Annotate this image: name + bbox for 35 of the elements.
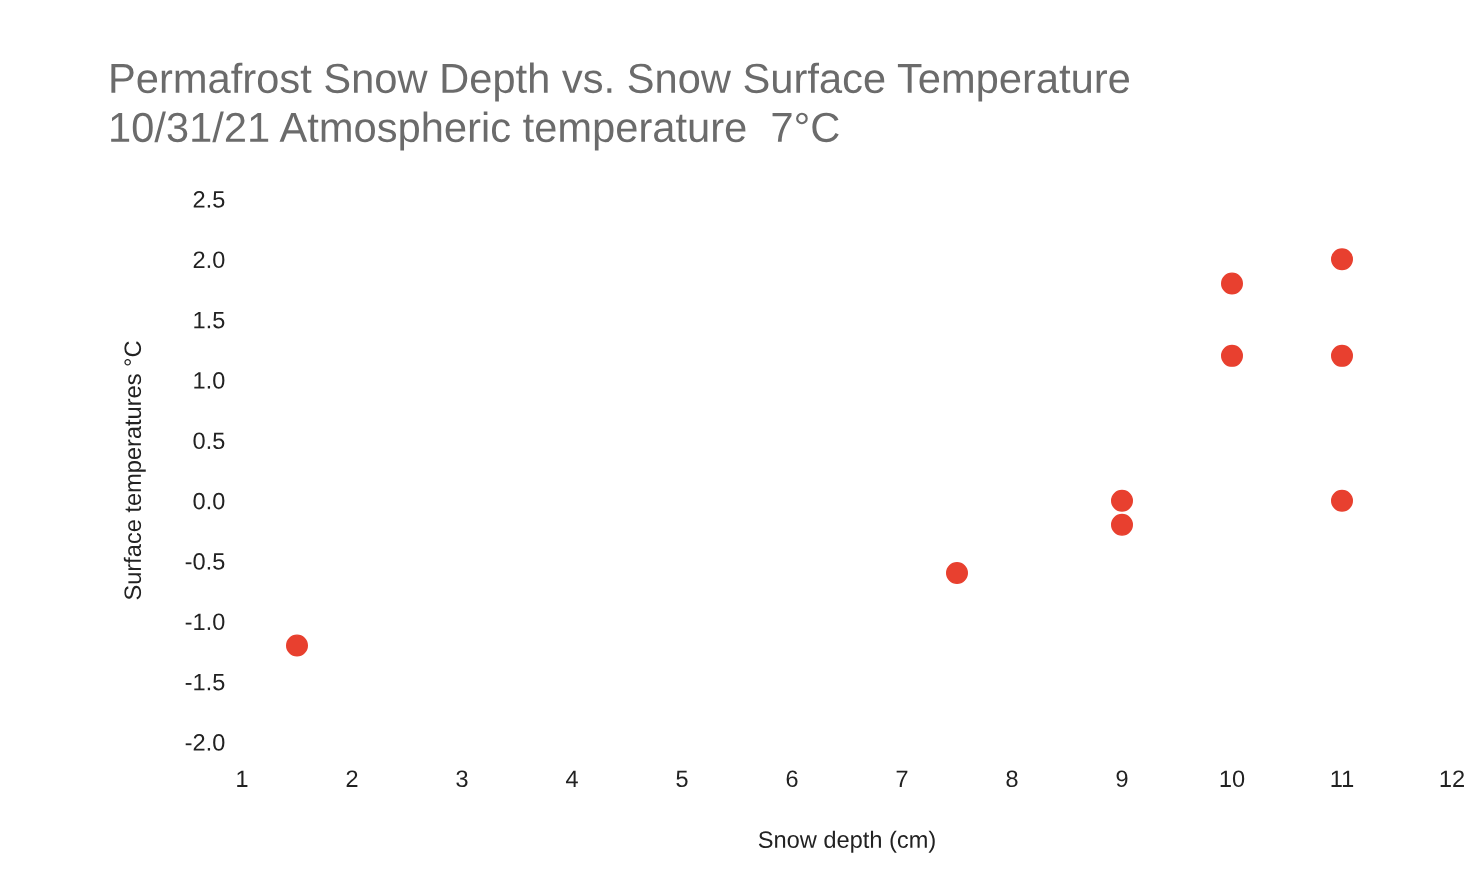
y-tick-label: 1.5: [194, 311, 225, 329]
chart-subtitle: 10/31/21 Atmospheric temperature 7°C: [111, 111, 839, 151]
x-tick-label: 12: [1440, 770, 1464, 787]
x-tick-label: 7: [896, 770, 908, 787]
y-tick-label: -1.0: [185, 613, 225, 631]
point: [1111, 489, 1133, 512]
point: [1111, 513, 1133, 536]
point: [946, 562, 968, 585]
x-tick-label: 1: [237, 770, 248, 787]
x-tick-label: 5: [676, 770, 688, 788]
y-tick-label: 2.5: [193, 191, 225, 208]
point: [1221, 272, 1243, 295]
x-tick-label: 3: [456, 770, 468, 788]
y-tick-label: -2.0: [185, 734, 225, 751]
point: [286, 634, 308, 657]
point: [1221, 344, 1243, 367]
y-tick-label: 0.5: [193, 432, 225, 450]
x-tick-label: 11: [1331, 770, 1354, 787]
point: [1331, 248, 1353, 271]
x-tick-label: 4: [565, 770, 578, 787]
y-tick-label: -0.5: [185, 553, 225, 570]
y-tick-label: 2.0: [193, 251, 225, 269]
x-tick-label: 10: [1220, 770, 1245, 788]
x-tick-label: 8: [1006, 770, 1018, 788]
x-tick-label: 6: [786, 770, 798, 788]
y-tick-label: 0.0: [193, 492, 225, 510]
point: [1331, 489, 1353, 512]
chart-title: Permafrost Snow Depth vs. Snow Surface Temperature: [111, 62, 1129, 102]
point: [1331, 344, 1353, 367]
x-tick-label: 9: [1116, 770, 1128, 788]
x-axis-title: Snow depth (cm): [758, 830, 935, 853]
y-tick-label: 1.0: [194, 372, 225, 389]
y-tick-label: -1.5: [185, 673, 225, 691]
x-tick-label: 2: [346, 770, 358, 787]
y-axis-title: Surface temperatures °C: [123, 341, 146, 600]
